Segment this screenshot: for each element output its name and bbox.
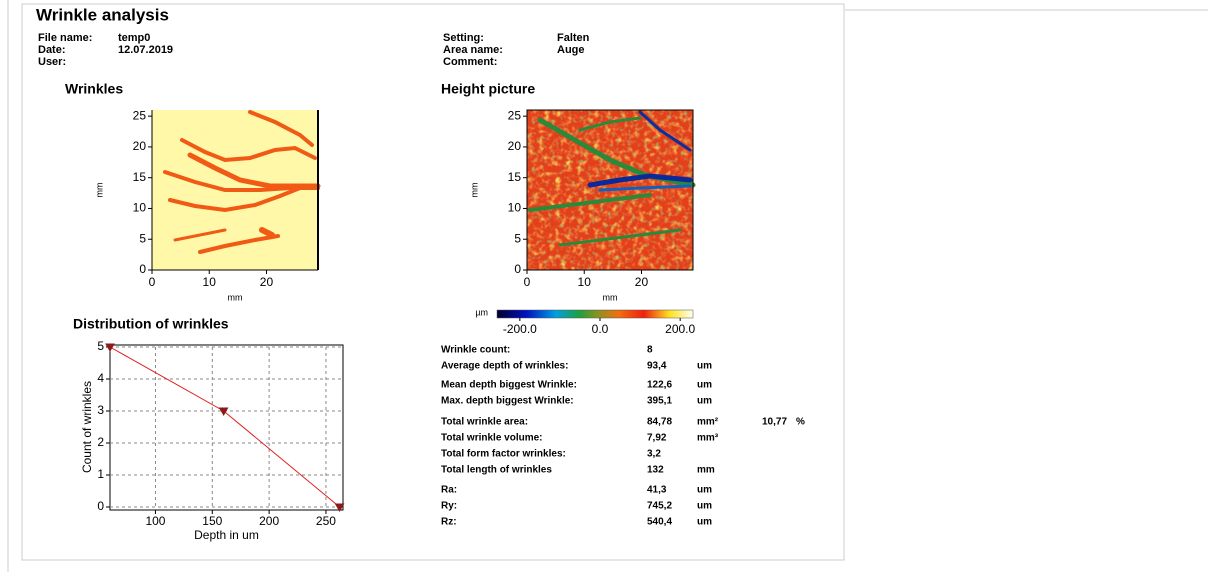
panel-title: Height picture bbox=[441, 81, 535, 97]
y-tick-label: 15 bbox=[508, 170, 522, 184]
x-tick-label: 0 bbox=[524, 275, 531, 289]
x-tick-label: 150 bbox=[202, 514, 222, 528]
stat-unit: um bbox=[697, 361, 712, 372]
x-tick-label: 10 bbox=[578, 275, 592, 289]
x-tick-label: 20 bbox=[635, 275, 649, 289]
stat-extra: 10,77 bbox=[762, 417, 787, 428]
report-title: Wrinkle analysis bbox=[36, 5, 169, 24]
y-tick-label: 0 bbox=[97, 499, 104, 513]
stat-value: 8 bbox=[647, 345, 653, 356]
stat-label: Total wrinkle volume: bbox=[441, 433, 543, 444]
info-value: temp0 bbox=[118, 32, 150, 44]
stat-label: Max. depth biggest Wrinkle: bbox=[441, 396, 574, 407]
info-value: Falten bbox=[557, 32, 590, 44]
stat-label: Rz: bbox=[441, 517, 457, 528]
y-tick-label: 1 bbox=[97, 467, 104, 481]
stat-unit: um bbox=[697, 517, 712, 528]
stat-value: 41,3 bbox=[647, 485, 667, 496]
wrinkles-image bbox=[152, 110, 318, 270]
stat-label: Ra: bbox=[441, 485, 457, 496]
stat-value: 122,6 bbox=[647, 380, 672, 391]
height-image bbox=[527, 110, 693, 270]
stat-label: Total form factor wrinkles: bbox=[441, 449, 566, 460]
y-tick-label: 15 bbox=[133, 170, 147, 184]
stat-label: Mean depth biggest Wrinkle: bbox=[441, 380, 577, 391]
y-tick-label: 25 bbox=[508, 108, 522, 122]
info-label: File name: bbox=[38, 32, 92, 44]
stat-value: 395,1 bbox=[647, 396, 672, 407]
stat-unit: mm² bbox=[697, 417, 719, 428]
stat-value: 93,4 bbox=[647, 361, 667, 372]
x-axis-label: Depth in um bbox=[194, 528, 259, 542]
y-tick-label: 3 bbox=[97, 403, 104, 417]
y-tick-label: 5 bbox=[139, 231, 146, 245]
stat-value: 132 bbox=[647, 465, 664, 476]
x-axis-label: mm bbox=[228, 292, 243, 302]
y-tick-label: 0 bbox=[514, 262, 521, 276]
colorbar-tick-label: 200.0 bbox=[665, 322, 695, 336]
x-tick-label: 10 bbox=[203, 275, 217, 289]
info-label: Area name: bbox=[443, 44, 503, 56]
stat-value: 745,2 bbox=[647, 501, 672, 512]
stat-label: Total length of wrinkles bbox=[441, 465, 552, 476]
x-tick-label: 20 bbox=[260, 275, 274, 289]
stat-value: 3,2 bbox=[647, 449, 661, 460]
colorbar-tick-label: 0.0 bbox=[592, 322, 609, 336]
plot-area bbox=[110, 345, 343, 510]
y-tick-label: 4 bbox=[97, 371, 104, 385]
info-label: User: bbox=[38, 56, 66, 68]
stat-label: Wrinkle count: bbox=[441, 345, 510, 356]
x-tick-label: 200 bbox=[259, 514, 279, 528]
y-axis-label: mm bbox=[469, 183, 479, 198]
stat-unit: mm³ bbox=[697, 433, 719, 444]
stat-unit: mm bbox=[697, 465, 715, 476]
stat-value: 7,92 bbox=[647, 433, 667, 444]
panel-title: Wrinkles bbox=[65, 81, 123, 97]
y-tick-label: 5 bbox=[514, 231, 521, 245]
colorbar bbox=[497, 310, 693, 318]
stat-label: Total wrinkle area: bbox=[441, 417, 528, 428]
info-label: Setting: bbox=[443, 32, 484, 44]
info-label: Date: bbox=[38, 44, 66, 56]
x-tick-label: 100 bbox=[145, 514, 165, 528]
chart-title: Distribution of wrinkles bbox=[73, 316, 229, 332]
y-tick-label: 20 bbox=[133, 139, 147, 153]
stat-unit: um bbox=[697, 380, 712, 391]
stat-extra-unit: % bbox=[796, 417, 805, 428]
stat-value: 540,4 bbox=[647, 517, 672, 528]
x-axis-label: mm bbox=[603, 292, 618, 302]
report: Wrinkle analysis File n bbox=[0, 0, 1208, 572]
y-tick-label: 10 bbox=[508, 201, 522, 215]
stat-label: Ry: bbox=[441, 501, 457, 512]
info-value: Auge bbox=[557, 44, 585, 56]
colorbar-tick-label: -200.0 bbox=[503, 322, 537, 336]
stat-unit: um bbox=[697, 501, 712, 512]
info-label: Comment: bbox=[443, 56, 497, 68]
y-axis-label: Count of wrinkles bbox=[80, 381, 94, 473]
y-tick-label: 2 bbox=[97, 435, 104, 449]
stat-value: 84,78 bbox=[647, 417, 672, 428]
x-tick-label: 250 bbox=[316, 514, 336, 528]
y-tick-label: 5 bbox=[97, 339, 104, 353]
stat-unit: um bbox=[697, 485, 712, 496]
page: Wrinkle analysis File n bbox=[0, 0, 1208, 572]
y-tick-label: 0 bbox=[139, 262, 146, 276]
y-tick-label: 25 bbox=[133, 108, 147, 122]
info-value: 12.07.2019 bbox=[118, 44, 173, 56]
stat-label: Average depth of wrinkles: bbox=[441, 361, 568, 372]
y-tick-label: 20 bbox=[508, 139, 522, 153]
stat-unit: um bbox=[697, 396, 712, 407]
y-tick-label: 10 bbox=[133, 201, 147, 215]
colorbar-unit: µm bbox=[475, 307, 488, 317]
y-axis-label: mm bbox=[94, 183, 104, 198]
x-tick-label: 0 bbox=[149, 275, 156, 289]
